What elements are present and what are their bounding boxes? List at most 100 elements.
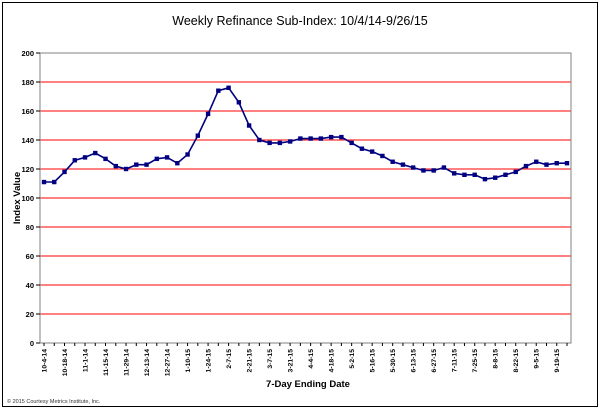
x-tick-label: 11-1-14	[83, 349, 90, 372]
y-tick-label: 120	[21, 165, 34, 174]
x-tick-label: 2-21-15	[247, 349, 254, 373]
data-point-markers	[41, 85, 570, 185]
data-point	[164, 155, 170, 160]
data-point	[277, 140, 283, 146]
data-point	[328, 134, 334, 140]
data-point	[400, 162, 406, 167]
data-point	[308, 136, 313, 141]
y-tick-label: 180	[21, 78, 34, 87]
chart-title: Weekly Refinance Sub-Index: 10/4/14-9/26…	[172, 14, 428, 28]
data-point	[62, 169, 67, 175]
data-point	[236, 100, 242, 105]
data-point	[441, 165, 447, 170]
x-axis-ticks: 10-4-14 10-18-14 11-1-14 11-15-14 11-29-14 12…	[42, 343, 568, 376]
data-point	[493, 175, 498, 180]
data-point	[123, 166, 129, 172]
y-tick-label: 20	[26, 310, 34, 319]
data-point	[349, 140, 354, 146]
data-point	[544, 162, 549, 167]
x-tick-label: 3-21-15	[288, 349, 295, 373]
data-point	[534, 159, 539, 164]
data-point	[513, 169, 518, 175]
data-point	[431, 168, 436, 173]
gridlines	[39, 52, 571, 344]
data-point	[93, 150, 98, 156]
data-point	[185, 152, 190, 157]
refinance-index-line	[44, 86, 567, 183]
x-tick-label: 11-15-14	[103, 349, 110, 376]
x-tick-label: 12-27-14	[165, 349, 172, 376]
data-point	[134, 162, 139, 167]
data-point	[318, 136, 324, 141]
data-point	[287, 139, 293, 144]
x-tick-label: 1-10-15	[185, 349, 192, 373]
x-tick-label: 7-25-15	[472, 349, 479, 373]
copyright-notice: © 2015 Courtesy Metrics Institute, Inc.	[7, 398, 101, 405]
x-axis-title: 7-Day Ending Date	[266, 379, 350, 390]
data-point	[195, 133, 201, 138]
data-point	[451, 171, 457, 176]
data-point	[369, 149, 375, 154]
data-point	[298, 136, 303, 141]
data-point	[257, 137, 262, 143]
data-point	[52, 179, 57, 185]
data-point	[380, 153, 385, 159]
y-axis-title: Index Value	[12, 172, 23, 224]
y-axis-ticks: 0 20 40 60 80 100 120 140 160 180 200	[21, 49, 40, 348]
x-tick-label: 9-19-15	[554, 349, 561, 373]
data-point	[462, 172, 467, 177]
x-tick-label: 1-24-15	[206, 349, 213, 373]
y-tick-label: 60	[26, 252, 34, 261]
data-point	[205, 111, 211, 117]
x-tick-label: 6-13-15	[411, 349, 418, 373]
x-tick-label: 8-22-15	[513, 349, 520, 373]
y-tick-label: 80	[26, 223, 34, 232]
x-tick-label: 4-18-15	[329, 349, 336, 373]
x-tick-label: 8-8-15	[493, 349, 500, 369]
y-tick-label: 0	[30, 339, 34, 348]
data-point	[564, 161, 570, 166]
x-tick-label: 11-29-14	[124, 349, 131, 376]
y-tick-label: 140	[21, 136, 34, 145]
y-tick-label: 100	[21, 194, 34, 203]
data-point	[113, 163, 118, 169]
data-point	[472, 172, 477, 177]
x-tick-label: 3-7-15	[267, 349, 274, 369]
data-point	[41, 179, 47, 185]
x-tick-label: 12-13-14	[144, 349, 151, 376]
data-point	[339, 134, 344, 140]
data-point	[267, 140, 272, 146]
x-tick-label: 5-30-15	[390, 349, 397, 373]
x-tick-label: 7-11-15	[452, 349, 459, 372]
data-point	[144, 162, 149, 167]
x-tick-label: 10-18-14	[62, 349, 69, 376]
data-point	[523, 163, 529, 169]
x-tick-label: 2-7-15	[226, 349, 233, 369]
data-point	[503, 172, 508, 177]
x-tick-label: 5-2-15	[349, 349, 356, 369]
x-tick-label: 10-4-14	[42, 349, 49, 373]
data-point	[410, 165, 416, 170]
x-tick-label: 4-4-15	[308, 349, 315, 369]
data-point	[421, 168, 426, 173]
data-point	[482, 176, 488, 182]
data-point	[359, 146, 365, 151]
y-tick-label: 40	[26, 281, 34, 290]
x-tick-label: 6-27-15	[431, 349, 438, 373]
y-tick-label: 200	[21, 49, 34, 58]
data-point	[175, 161, 180, 166]
data-point	[72, 158, 77, 163]
x-tick-label: 9-5-15	[534, 349, 541, 369]
data-point	[226, 85, 231, 90]
data-point	[103, 156, 108, 162]
data-point	[246, 123, 252, 128]
data-point	[154, 156, 160, 162]
data-point	[82, 155, 88, 160]
data-point	[216, 88, 221, 93]
data-point	[554, 161, 559, 166]
data-point	[390, 159, 395, 164]
y-tick-label: 160	[21, 107, 34, 116]
x-tick-label: 5-16-15	[370, 349, 377, 373]
chart-frame	[2, 2, 598, 407]
